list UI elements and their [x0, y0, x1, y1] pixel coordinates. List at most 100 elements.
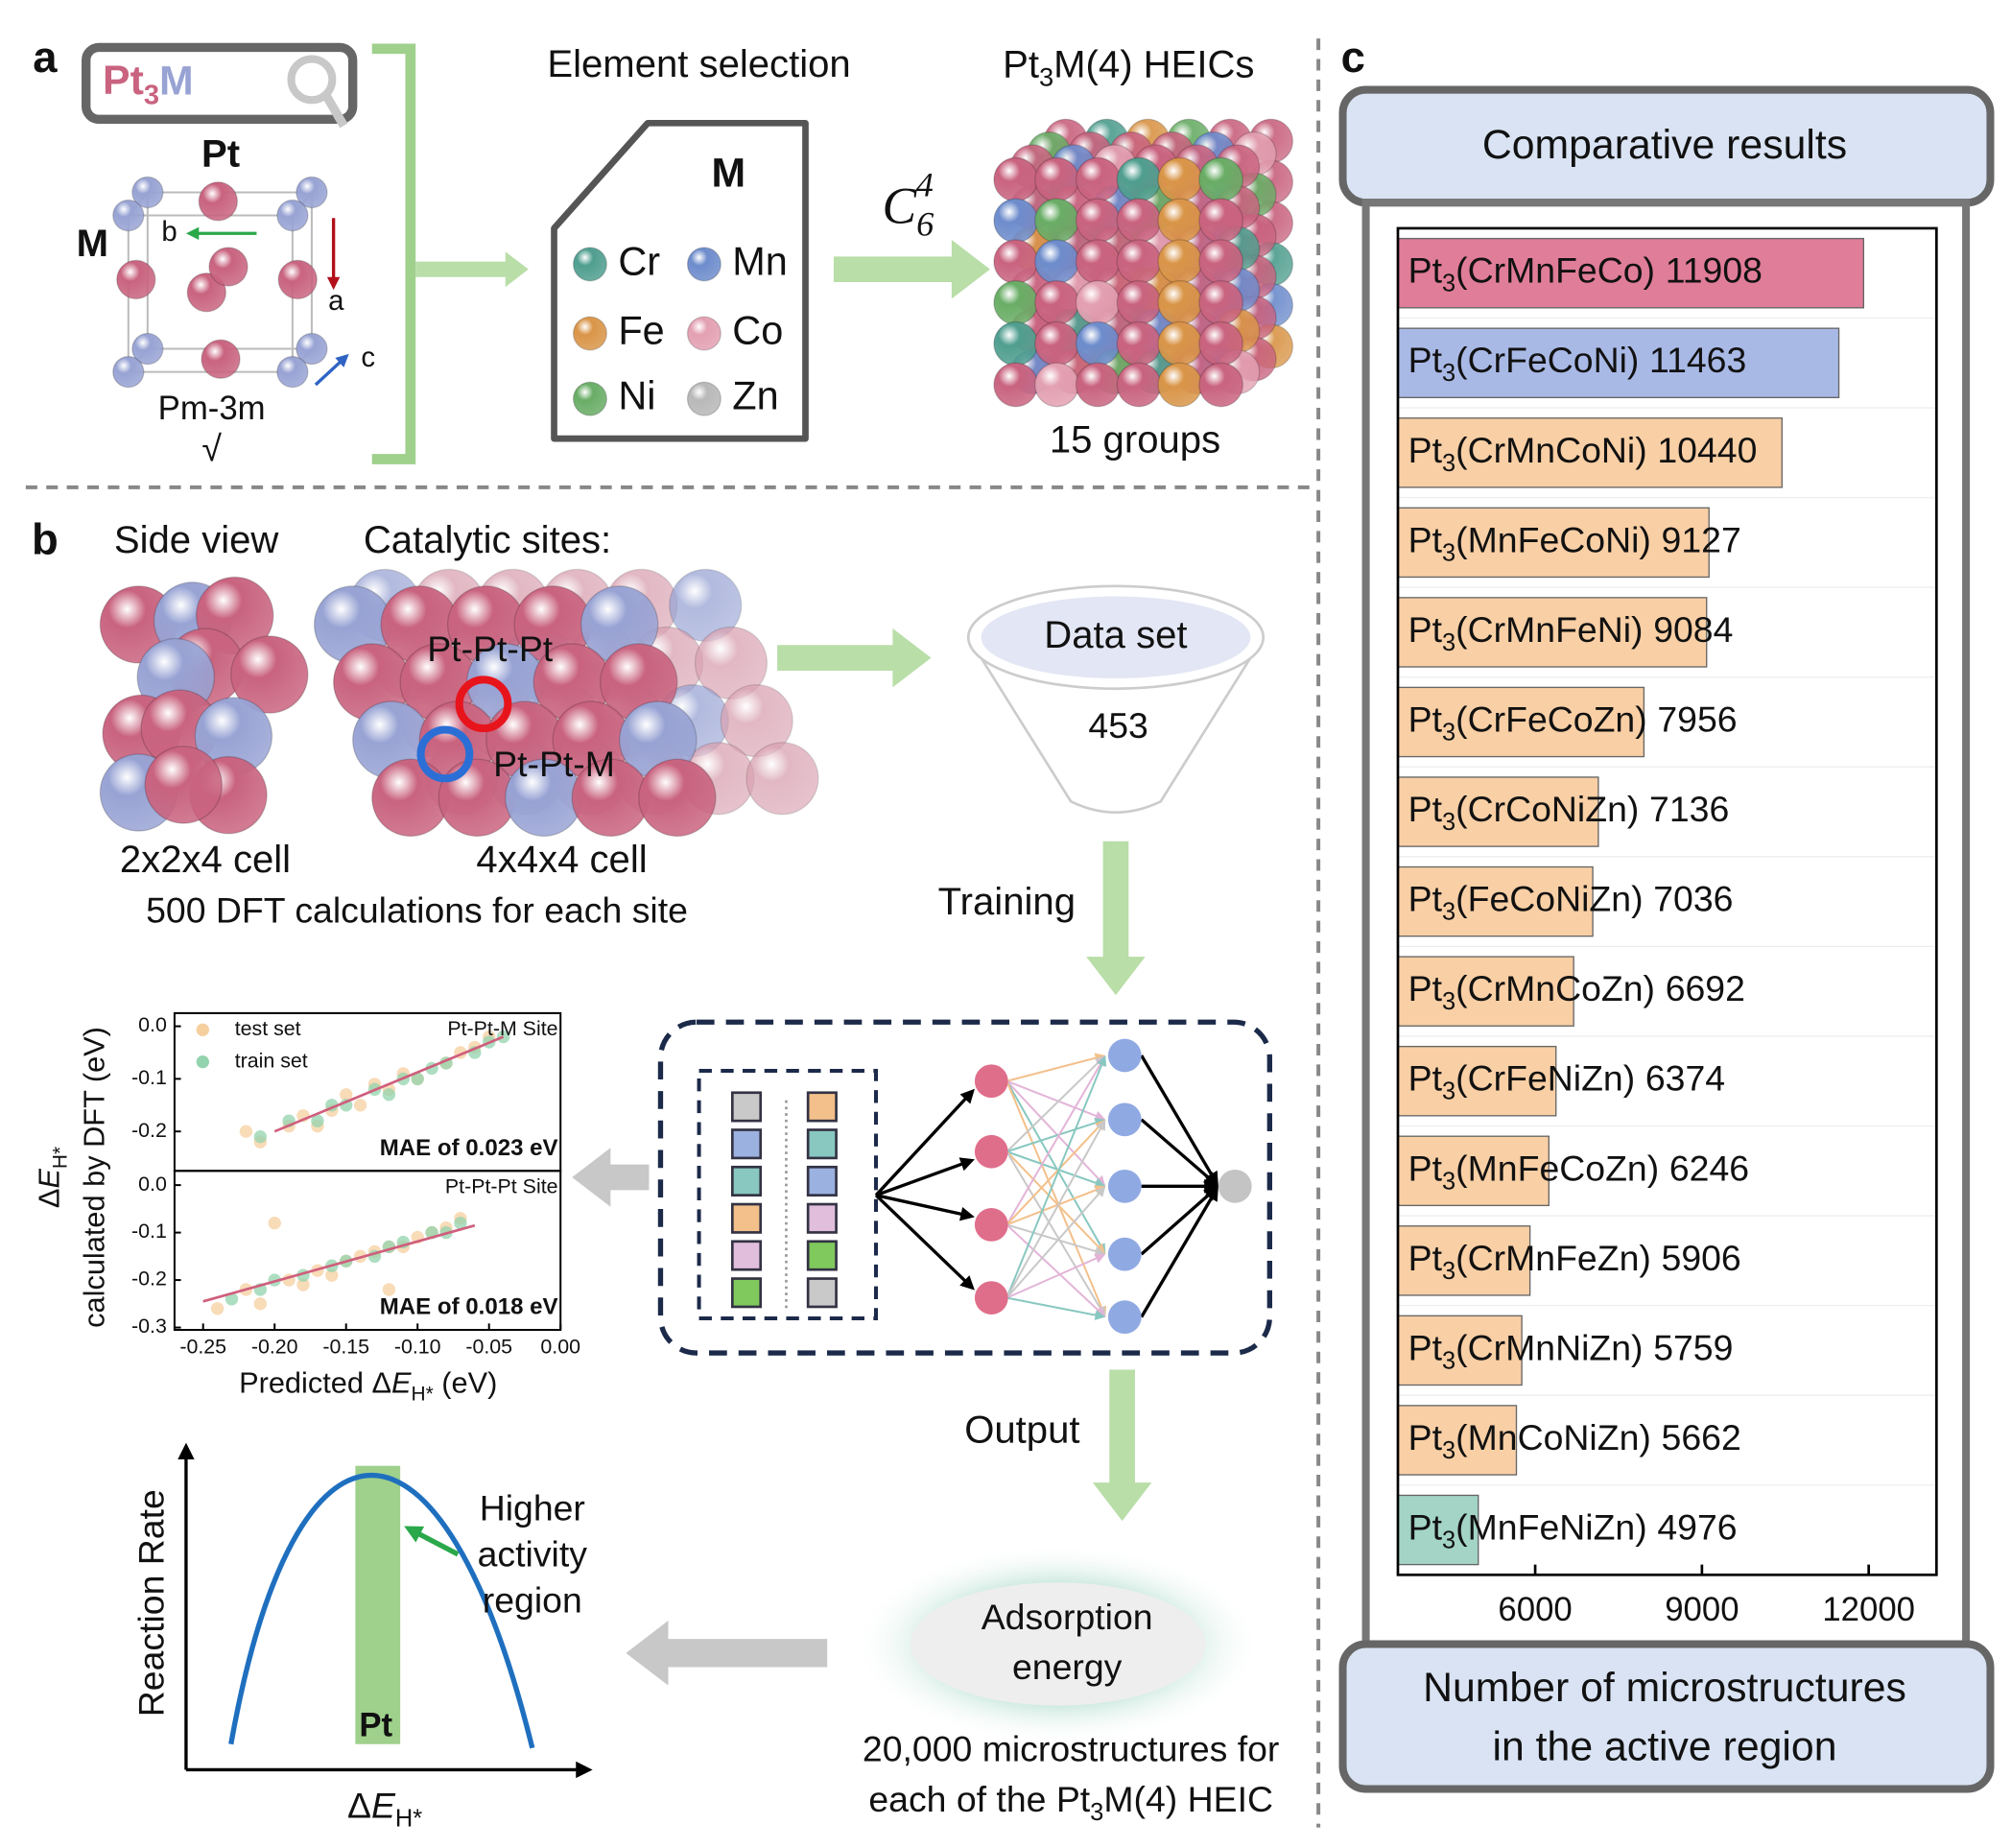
bar-label: Pt3(MnFeNiZn) 4976	[1408, 1506, 1738, 1553]
bar-label-part: 3	[1442, 1078, 1455, 1104]
atom	[1198, 362, 1243, 408]
bar-label: Pt3(CrMnFeNi) 9084	[1408, 609, 1734, 656]
axis-title: ΔEH*	[347, 1785, 422, 1832]
bar-label-part: 3	[1442, 1168, 1455, 1195]
arrow-line	[1140, 1118, 1212, 1180]
atom	[1116, 280, 1162, 325]
element-symbol: Fe	[618, 307, 664, 352]
x-axis-title-part: H*	[412, 1383, 434, 1405]
atom	[1075, 239, 1121, 285]
bar-label-part: (CrMnFeNi)	[1455, 609, 1643, 650]
bar-label-part: 7036	[1653, 879, 1733, 919]
y-axis-title-part: E	[33, 1169, 66, 1189]
arrow-line	[875, 1194, 964, 1217]
bar-label-part: Pt	[1408, 699, 1443, 739]
region-label: Higher	[480, 1487, 585, 1528]
atom	[1157, 280, 1203, 325]
x-tick-label: -0.15	[322, 1335, 369, 1358]
flow-arrow	[415, 251, 529, 288]
bar-label-part: Pt	[1408, 968, 1443, 1008]
point	[268, 1217, 281, 1230]
bar-label-part: 10440	[1657, 430, 1757, 470]
bar-label-part: 3	[1442, 1527, 1455, 1553]
search-text-part: Pt	[103, 58, 144, 104]
element-symbol: Ni	[618, 373, 655, 418]
bar	[1397, 1045, 1557, 1117]
bar-label-part: 3	[1442, 450, 1455, 477]
region-label: activity	[478, 1533, 588, 1574]
section-title: Pt3M(4) HEICs	[1003, 43, 1254, 91]
arrow-line	[1006, 1056, 1099, 1082]
atom	[296, 332, 328, 366]
arrow-line	[1006, 1150, 1102, 1311]
bar	[1397, 507, 1710, 579]
atom	[296, 176, 328, 209]
input-node	[974, 1064, 1008, 1099]
bar-label-part: 3	[1442, 539, 1455, 566]
bar-label-part: (MnFeCoZn)	[1455, 1148, 1659, 1188]
point	[496, 1030, 510, 1044]
bar	[1397, 1225, 1531, 1296]
footnote: 20,000 microstructures for	[863, 1729, 1280, 1769]
arrow-line	[874, 1194, 968, 1284]
point	[340, 1088, 353, 1102]
atom	[686, 247, 722, 282]
bar-label-part: 7136	[1649, 789, 1729, 829]
bar-label-part: (CrFeCoZn)	[1455, 699, 1647, 739]
search-text: Pt3M	[103, 58, 194, 110]
bar-label-part: 3	[1442, 629, 1455, 656]
bar-label-part: Pt	[1408, 519, 1443, 559]
volcano-curve	[228, 1473, 535, 1749]
magnifier	[287, 55, 337, 105]
input-node	[974, 1281, 1008, 1315]
legend-marker	[196, 1054, 209, 1069]
feature	[730, 1128, 763, 1160]
bar-label-part: (CrMnCoNi)	[1455, 430, 1647, 470]
atom	[201, 339, 241, 379]
arrow-line	[1006, 1121, 1099, 1153]
arrow-head	[177, 1442, 195, 1460]
bar-label-part: 3	[1442, 719, 1455, 746]
arrow-line	[1006, 1080, 1101, 1181]
adsorption-label: energy	[1012, 1647, 1123, 1687]
feature	[806, 1165, 838, 1197]
arrow-head	[404, 1526, 425, 1543]
section-title: Side view	[114, 519, 280, 561]
atom	[186, 272, 227, 313]
bar-label: Pt3(CrMnFeCo) 11908	[1408, 250, 1763, 297]
bar-label-part: (MnCoNiZn)	[1455, 1417, 1651, 1457]
atom	[1157, 362, 1203, 408]
atom	[686, 316, 722, 351]
atom	[116, 259, 156, 300]
atom	[1157, 198, 1203, 244]
x-tick-label: -0.05	[465, 1335, 512, 1358]
atom	[1034, 239, 1079, 285]
x-tick-label: -0.25	[179, 1335, 226, 1358]
bar-label-part: (MnFeNiZn)	[1455, 1506, 1647, 1547]
arrow-head	[959, 1088, 975, 1104]
atom	[1116, 362, 1162, 408]
atom	[1034, 280, 1079, 325]
search-text-part: M	[159, 59, 194, 105]
feature	[730, 1202, 763, 1234]
bar	[1397, 417, 1783, 488]
bar-label: Pt3(CrMnCoNi) 10440	[1408, 430, 1758, 477]
space-group: Pm-3m	[158, 391, 266, 427]
bar-label-part: 3	[1442, 1347, 1455, 1374]
combination-part: 4	[916, 166, 934, 204]
x-tick-label: 0.00	[540, 1335, 580, 1358]
atom	[638, 758, 717, 838]
x-tick-label: 6000	[1498, 1592, 1572, 1628]
arrow-line	[1006, 1080, 1102, 1248]
bar	[1397, 776, 1599, 847]
atom	[1034, 198, 1079, 244]
bar	[1397, 1315, 1523, 1386]
legend-label: train set	[235, 1049, 308, 1072]
bar-label-part: Pt	[1408, 1238, 1443, 1278]
bar-label-part: 4976	[1657, 1506, 1737, 1547]
x-axis-title-part: (eV)	[434, 1366, 498, 1400]
hidden-node	[1107, 1237, 1142, 1271]
atom	[277, 259, 318, 300]
element-symbol: Co	[732, 307, 783, 352]
